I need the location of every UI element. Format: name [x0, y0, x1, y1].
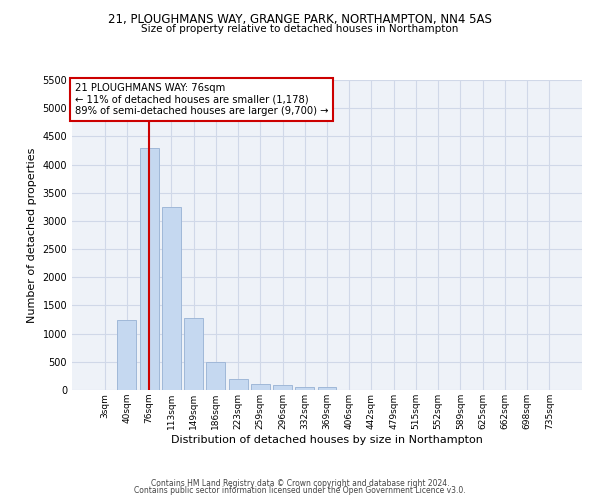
- Text: Contains public sector information licensed under the Open Government Licence v3: Contains public sector information licen…: [134, 486, 466, 495]
- Y-axis label: Number of detached properties: Number of detached properties: [27, 148, 37, 322]
- Bar: [162, 207, 181, 390]
- Text: Size of property relative to detached houses in Northampton: Size of property relative to detached ho…: [142, 24, 458, 34]
- Bar: [229, 378, 248, 390]
- Bar: [251, 384, 270, 390]
- Text: 21, PLOUGHMANS WAY, GRANGE PARK, NORTHAMPTON, NN4 5AS: 21, PLOUGHMANS WAY, GRANGE PARK, NORTHAM…: [108, 12, 492, 26]
- Bar: [184, 318, 203, 390]
- Bar: [206, 362, 225, 390]
- Text: Contains HM Land Registry data © Crown copyright and database right 2024.: Contains HM Land Registry data © Crown c…: [151, 478, 449, 488]
- Bar: [140, 148, 158, 390]
- X-axis label: Distribution of detached houses by size in Northampton: Distribution of detached houses by size …: [171, 434, 483, 444]
- Bar: [273, 386, 292, 390]
- Text: 21 PLOUGHMANS WAY: 76sqm
← 11% of detached houses are smaller (1,178)
89% of sem: 21 PLOUGHMANS WAY: 76sqm ← 11% of detach…: [74, 83, 328, 116]
- Bar: [317, 387, 337, 390]
- Bar: [118, 320, 136, 390]
- Bar: [295, 386, 314, 390]
